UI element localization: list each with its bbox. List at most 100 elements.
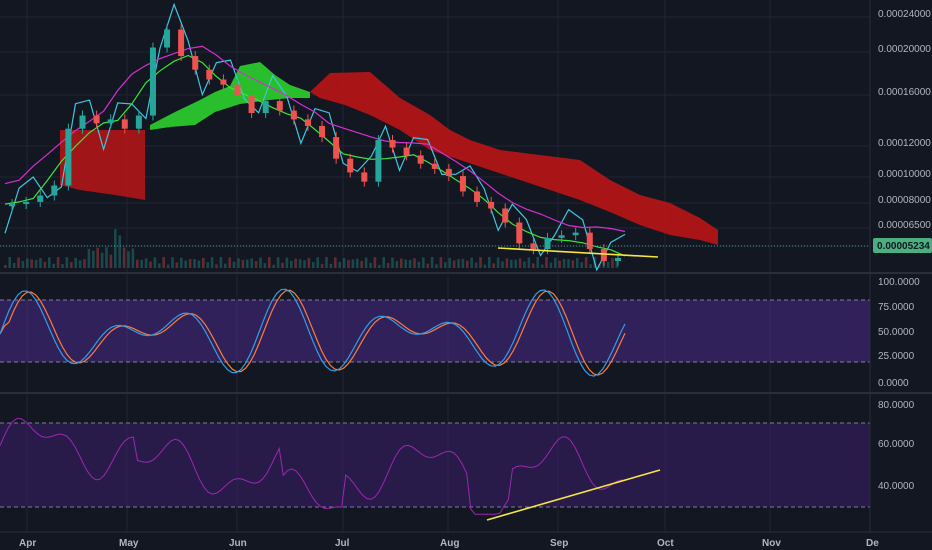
volume-bar xyxy=(470,257,473,268)
volume-bar xyxy=(422,257,425,268)
candle-body xyxy=(65,128,72,186)
candle-body xyxy=(474,191,481,202)
volume-bar xyxy=(30,259,33,268)
price-axis[interactable]: 0.00024000 0.00020000 0.00016000 0.00012… xyxy=(873,9,932,253)
candle-body xyxy=(614,257,621,262)
volume-bar xyxy=(105,247,108,268)
rsi-line xyxy=(0,418,626,515)
stochastic-axis[interactable]: 100.0000 75.0000 50.0000 25.0000 0.0000 xyxy=(878,277,920,389)
candle-body xyxy=(23,201,30,205)
chikou-span-line xyxy=(4,2,626,272)
candle-body xyxy=(445,168,452,177)
candle-body xyxy=(600,249,607,262)
volume-bar xyxy=(448,257,451,268)
volume-bar xyxy=(144,258,148,268)
senkou-b-line xyxy=(4,45,626,233)
volume-bar xyxy=(488,257,491,268)
volume-bar xyxy=(342,258,346,268)
candle-body xyxy=(333,137,340,159)
volume-bar xyxy=(202,257,205,268)
time-tick-label: Aug xyxy=(440,538,459,549)
candle-body xyxy=(121,119,128,129)
candle-body xyxy=(431,163,438,169)
stochastic-pane[interactable] xyxy=(0,288,870,377)
volume-bar xyxy=(369,262,372,268)
volume-bar xyxy=(417,261,421,268)
volume-bar xyxy=(114,229,117,268)
price-tick-label: 0.00010000 xyxy=(878,169,931,180)
volume-bar xyxy=(307,258,311,268)
volume-bar xyxy=(193,259,196,268)
volume-bar xyxy=(127,251,130,268)
stochastic-tick-label: 0.0000 xyxy=(878,378,909,389)
time-tick-label: Jun xyxy=(229,538,247,549)
volume-bar xyxy=(12,262,16,268)
volume-bar xyxy=(294,258,297,268)
price-tick-label: 0.00012000 xyxy=(878,138,931,149)
volume-bar xyxy=(48,257,51,268)
volume-bar xyxy=(83,259,86,268)
price-tick-label: 0.00008000 xyxy=(878,195,931,206)
stochastic-tick-label: 50.0000 xyxy=(878,327,915,338)
candle-body xyxy=(502,208,509,223)
volume-bar xyxy=(74,257,77,268)
candle-body xyxy=(530,243,537,250)
time-tick-label: Apr xyxy=(19,538,36,549)
volume-bar xyxy=(558,260,561,268)
stochastic-band xyxy=(0,300,870,362)
candle-body xyxy=(248,95,255,114)
candle-body xyxy=(262,101,269,114)
volume-bar xyxy=(540,264,544,268)
volume-bar xyxy=(404,259,407,268)
volume-bar xyxy=(56,257,60,268)
volume-bar xyxy=(206,262,209,268)
volume-bar xyxy=(501,261,504,268)
volume-bar xyxy=(87,248,91,268)
volume-bar xyxy=(514,259,517,268)
candle-body xyxy=(9,204,16,207)
volume-bar xyxy=(576,257,579,268)
candle-body xyxy=(304,119,311,126)
candle-body xyxy=(389,140,396,148)
volume-bar xyxy=(413,258,416,268)
volume-bar xyxy=(554,257,557,268)
volume-bar xyxy=(232,261,236,268)
candle-body xyxy=(375,140,382,182)
cloud-bull-segment xyxy=(150,62,310,130)
volume-bar xyxy=(8,257,11,268)
candle-body xyxy=(417,155,424,164)
volume-bar xyxy=(562,258,566,268)
candle-body xyxy=(586,232,593,250)
time-tick-label: Jul xyxy=(335,538,350,549)
candle-body xyxy=(276,101,283,111)
volume-bar xyxy=(290,260,293,268)
stochastic-tick-label: 75.0000 xyxy=(878,302,915,313)
volume-bar xyxy=(351,259,355,268)
volume-bar xyxy=(589,264,592,268)
price-trendline xyxy=(497,247,659,258)
volume-bar xyxy=(545,257,548,268)
volume-bar xyxy=(329,263,333,268)
volume-bar xyxy=(109,254,113,268)
time-axis[interactable]: Apr May Jun Jul Aug Sep Oct Nov De xyxy=(19,538,879,549)
volume-bar xyxy=(549,262,553,268)
rsi-axis[interactable]: 80.0000 60.0000 40.0000 xyxy=(878,400,915,492)
rsi-pane[interactable] xyxy=(0,418,870,521)
volume-bar xyxy=(70,262,73,268)
candle-body xyxy=(135,115,142,129)
candle-body xyxy=(361,172,368,182)
volume-bar xyxy=(334,257,337,268)
volume-bar xyxy=(338,261,341,268)
volume-bar xyxy=(439,257,443,268)
price-tick-label: 0.00016000 xyxy=(878,87,931,98)
volume-bar xyxy=(356,258,359,268)
volume-bar xyxy=(474,262,478,268)
price-pane[interactable] xyxy=(0,2,870,272)
volume-bar xyxy=(378,264,381,268)
candle-body xyxy=(51,185,58,196)
volume-bar xyxy=(184,260,187,268)
candle-body xyxy=(164,29,171,48)
rsi-band xyxy=(0,423,870,507)
candle-body xyxy=(206,69,213,80)
